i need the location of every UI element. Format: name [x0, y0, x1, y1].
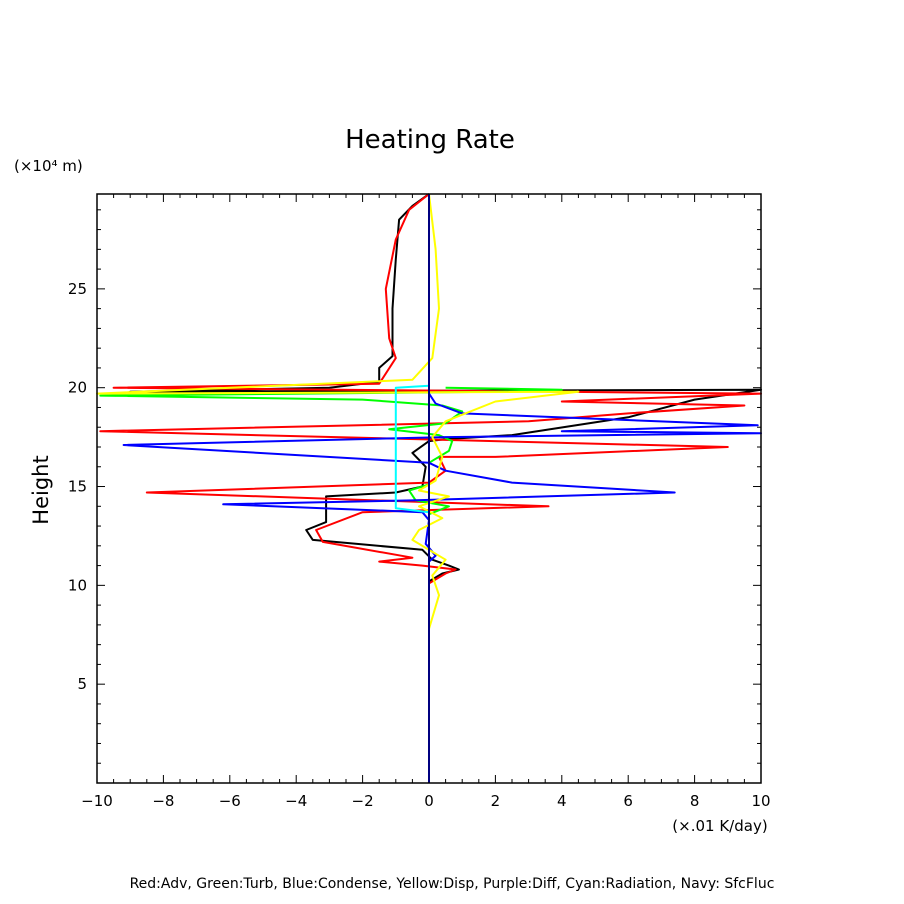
y-axis-units: (×10⁴ m) — [14, 157, 83, 175]
x-tick-label: −10 — [81, 792, 113, 810]
x-tick-label: 2 — [491, 792, 501, 810]
x-tick-label: −8 — [152, 792, 174, 810]
x-tick-label: 8 — [690, 792, 700, 810]
series-line-1 — [99, 193, 762, 585]
x-tick-label: 10 — [751, 792, 770, 810]
x-tick-label: 6 — [623, 792, 633, 810]
plot-frame — [96, 193, 762, 784]
y-tick-label: 25 — [68, 280, 87, 298]
y-axis-label: Height — [29, 455, 53, 524]
series-line-5 — [394, 384, 430, 514]
y-tick-label: 15 — [68, 478, 87, 496]
x-tick-label: −6 — [219, 792, 241, 810]
x-tick-label: −4 — [285, 792, 307, 810]
x-tick-label: −2 — [352, 792, 374, 810]
y-tick-label: 20 — [68, 379, 87, 397]
y-tick-label: 5 — [77, 675, 87, 693]
legend-caption: Red:Adv, Green:Turb, Blue:Condense, Yell… — [129, 876, 775, 892]
series-line-4 — [96, 193, 580, 630]
series-lines — [96, 193, 762, 783]
x-tick-label: 0 — [424, 792, 434, 810]
series-line-3 — [122, 387, 762, 570]
chart-title: Heating Rate — [345, 125, 515, 155]
x-tick-label: 4 — [557, 792, 567, 810]
x-axis-units: (×.01 K/day) — [672, 817, 767, 835]
y-tick-label: 10 — [68, 576, 87, 594]
